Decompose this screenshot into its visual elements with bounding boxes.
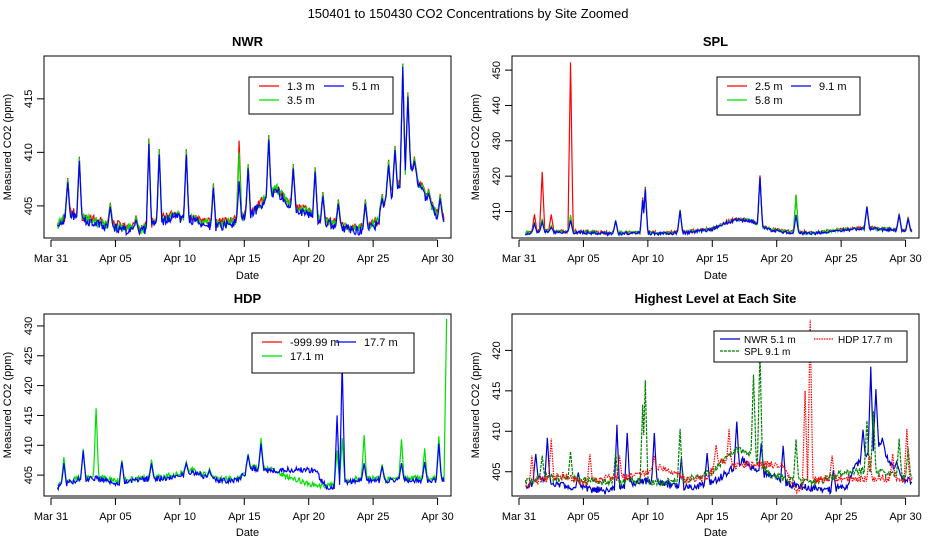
series-line (56, 362, 445, 492)
legend-label: -999.99 m (290, 337, 340, 349)
series-lines (56, 63, 445, 237)
x-tick-label: Apr 30 (889, 253, 921, 265)
chart-panel-1: NWR Mar 31 Apr 05 Apr 10 Apr 15 Apr 20 Apr 25 A… (2, 34, 454, 282)
y-tick-label: 415 (491, 382, 503, 400)
legend-label: 5.8 m (755, 95, 783, 107)
x-tick-label: Apr 05 (567, 253, 599, 265)
y-tick-label: 410 (491, 422, 503, 440)
x-tick-label: Apr 20 (760, 253, 792, 265)
x-tick-label: Apr 20 (292, 253, 324, 265)
plot-frame (43, 313, 452, 497)
plot-frame (511, 313, 920, 497)
series-lines (56, 318, 448, 492)
x-tick-label: Apr 05 (99, 253, 131, 265)
x-tick-label: Apr 10 (632, 511, 664, 523)
x-tick-label: Apr 10 (164, 511, 196, 523)
x-tick-label: Mar 31 (502, 253, 536, 265)
y-tick-label: 430 (491, 132, 503, 150)
y-axis-label: Measured CO2 (ppm) (470, 94, 482, 200)
y-axis-label: Measured CO2 (ppm) (2, 352, 14, 458)
x-tick-label: Apr 25 (357, 511, 389, 523)
chart-panel-4: Highest Level at Each Site Mar 31 Apr 05 Ap… (470, 291, 922, 539)
x-tick-label: Apr 05 (99, 511, 131, 523)
x-tick-label: Apr 30 (421, 253, 453, 265)
x-tick-label: Apr 05 (567, 511, 599, 523)
y-tick-label: 405 (491, 463, 503, 481)
y-tick-label: 410 (491, 202, 503, 220)
x-tick-label: Mar 31 (34, 511, 68, 523)
series-line (524, 352, 913, 488)
plot-frame (511, 55, 920, 239)
legend-label: 3.5 m (287, 95, 315, 107)
legend-label: HDP 17.7 m (838, 335, 892, 346)
chart-panel-3: HDP Mar 31 Apr 05 Apr 10 Apr 15 Apr 20 Apr 25 A… (2, 291, 454, 539)
x-tick-label: Apr 25 (825, 253, 857, 265)
legend-label: 17.1 m (290, 351, 324, 363)
series-lines (524, 62, 913, 237)
x-axis-label: Date (236, 270, 259, 282)
x-tick-label: Apr 15 (228, 253, 260, 265)
legend-box (716, 76, 861, 116)
legend-box (251, 332, 415, 374)
y-tick-label: 450 (491, 61, 503, 79)
x-tick-label: Apr 25 (357, 253, 389, 265)
panel-title: HDP (234, 291, 262, 306)
series-lines (524, 319, 913, 496)
legend-label: 5.1 m (352, 81, 380, 93)
panel-title: NWR (232, 34, 264, 49)
legend-label: 1.3 m (287, 81, 315, 93)
x-tick-label: Mar 31 (502, 511, 536, 523)
y-tick-label: 415 (23, 90, 35, 108)
x-axis-label: Date (704, 270, 727, 282)
y-tick-label: 415 (23, 406, 35, 424)
series-line (525, 366, 913, 496)
chart-panels: NWR Mar 31 Apr 05 Apr 10 Apr 15 Apr 20 Apr 25 A… (2, 34, 922, 539)
y-tick-label: 440 (491, 96, 503, 114)
y-axis-label: Measured CO2 (ppm) (470, 352, 482, 458)
legend: -999.99 m 17.1 m 17.7 m (251, 332, 415, 374)
y-tick-label: 420 (491, 167, 503, 185)
legend: 1.3 m 3.5 m 5.1 m (248, 76, 394, 115)
y-tick-label: 410 (23, 436, 35, 454)
legend-label: NWR 5.1 m (744, 335, 796, 346)
legend-box (248, 76, 394, 115)
x-tick-label: Apr 25 (825, 511, 857, 523)
y-tick-label: 405 (23, 197, 35, 215)
x-tick-label: Apr 10 (632, 253, 664, 265)
x-axis-label: Date (236, 527, 259, 539)
y-axis-label: Measured CO2 (ppm) (2, 94, 14, 200)
x-tick-label: Apr 30 (421, 511, 453, 523)
series-line (525, 319, 913, 496)
x-tick-label: Mar 31 (34, 253, 68, 265)
chart-panel-2: SPL Mar 31 Apr 05 Apr 10 Apr 15 Apr 20 Apr 25 A… (470, 34, 922, 282)
plot-frame (43, 55, 452, 239)
panel-title: SPL (703, 34, 728, 49)
x-tick-label: Apr 20 (292, 511, 324, 523)
x-tick-label: Apr 10 (164, 253, 196, 265)
x-tick-label: Apr 20 (760, 511, 792, 523)
legend-label: 9.1 m (819, 81, 847, 93)
x-axis-label: Date (704, 527, 727, 539)
panel-title: Highest Level at Each Site (635, 291, 797, 306)
legend-label: SPL 9.1 m (744, 347, 790, 358)
figure-title: 150401 to 150430 CO2 Concentrations by S… (308, 6, 629, 21)
legend-label: 2.5 m (755, 81, 783, 93)
y-tick-label: 420 (23, 376, 35, 394)
legend-box (713, 330, 908, 363)
y-tick-label: 420 (491, 341, 503, 359)
x-tick-label: Apr 15 (696, 511, 728, 523)
x-tick-label: Apr 30 (889, 511, 921, 523)
legend-label: 17.7 m (364, 337, 398, 349)
y-tick-label: 430 (23, 317, 35, 335)
x-tick-label: Apr 15 (696, 253, 728, 265)
series-line (57, 66, 445, 237)
legend: 2.5 m 5.8 m 9.1 m (716, 76, 861, 116)
y-tick-label: 410 (23, 143, 35, 161)
y-tick-label: 425 (23, 347, 35, 365)
y-tick-label: 405 (23, 466, 35, 484)
series-line (524, 177, 913, 237)
x-tick-label: Apr 15 (228, 511, 260, 523)
